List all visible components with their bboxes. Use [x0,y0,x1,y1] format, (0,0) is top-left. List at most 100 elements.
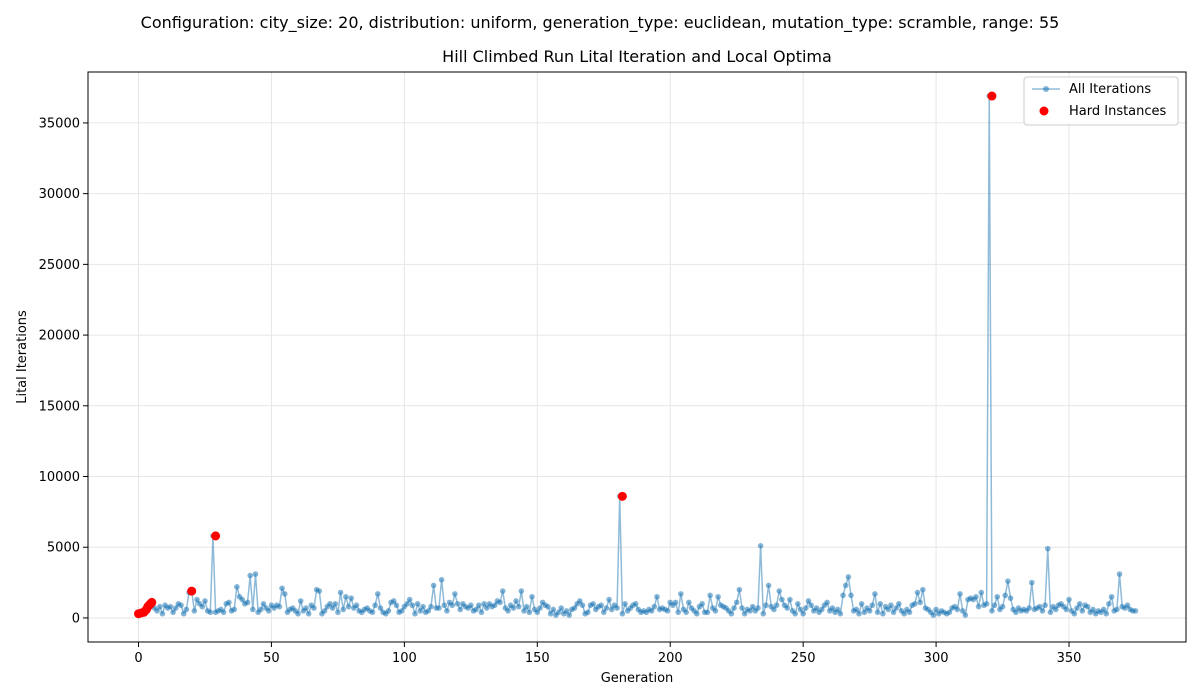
all-iterations-point [545,603,551,610]
all-iterations-point [648,608,655,614]
all-iterations-point [856,610,862,617]
all-iterations-point [834,606,841,613]
all-iterations-point [521,608,527,614]
all-iterations-point [178,602,184,609]
all-iterations-point [1066,596,1072,603]
all-iterations-point [327,601,333,607]
legend: All Iterations Hard Instances [1023,76,1179,126]
all-iterations-point [608,606,615,613]
all-iterations-point [771,606,777,613]
all-iterations-point [1124,602,1131,609]
all-iterations-point [893,605,900,611]
all-iterations-point [499,588,506,594]
all-iterations-point [436,605,442,611]
all-iterations-point [962,612,969,618]
all-iterations-point [946,609,953,616]
all-iterations-point [579,602,586,609]
all-iterations-point [343,593,349,600]
all-iterations-point [505,608,511,614]
all-iterations-point [202,598,208,604]
all-iterations-point [872,591,878,597]
all-iterations-point [991,602,998,609]
all-iterations-point [476,602,482,609]
all-iterations-point [861,609,868,616]
all-iterations-point [614,605,620,611]
y-tick-label: 10000 [39,470,80,485]
all-iterations-point [877,601,884,607]
all-iterations-point [390,598,397,604]
all-iterations-point [933,606,939,613]
all-iterations-point [329,605,336,611]
all-iterations-point [619,610,626,617]
all-iterations-point [1039,608,1046,614]
all-iterations-point [1084,603,1091,610]
all-iterations-point [914,589,921,596]
all-iterations-point [305,610,312,617]
all-iterations-point [231,606,238,613]
all-iterations-point [1071,610,1078,617]
all-iterations-point [281,591,288,597]
all-iterations-point [404,601,410,607]
all-iterations-point [888,602,894,609]
all-iterations-point [874,609,881,616]
all-iterations-point [526,609,533,616]
all-iterations-point [369,609,376,616]
all-iterations-point [896,601,902,607]
y-tick-label: 15000 [39,399,80,414]
all-iterations-point [1074,605,1080,611]
y-tick-label: 30000 [39,187,80,202]
plot-frame [87,71,1187,643]
all-iterations-point [853,606,860,613]
all-iterations-point [247,572,253,579]
all-iterations-point [515,603,522,610]
all-iterations-point [481,601,487,607]
all-iterations-point [598,602,604,609]
all-iterations-point [398,608,405,614]
all-iterations-point [295,610,301,617]
all-iterations-point [792,610,798,617]
all-iterations-point [757,543,764,549]
all-iterations-point [409,602,416,609]
all-iterations-point [787,596,793,603]
all-iterations-point [845,574,852,580]
y-axis-label: Lital Iterations [15,310,30,404]
all-iterations-point [170,609,176,616]
all-iterations-point [1029,579,1035,586]
y-tick-label: 5000 [47,541,80,556]
x-tick-label: 250 [791,651,816,666]
all-iterations-point [906,609,913,616]
all-iterations-point [449,602,456,609]
grid [88,72,1186,642]
all-iterations-point [260,601,267,607]
all-iterations-point [747,608,753,614]
chart-title: Hill Climbed Run Lital Iteration and Loc… [442,47,832,66]
all-iterations-point [1103,610,1110,617]
all-iterations-point [994,593,1001,600]
all-iterations-point [457,606,464,613]
all-iterations-point [1047,609,1054,616]
all-iterations-point [414,601,421,607]
all-iterations-point [1036,603,1043,610]
x-axis: 0 50 100 150 200 250 300 350 [134,642,1081,666]
all-iterations-point [1114,606,1120,613]
all-iterations-point [417,608,424,614]
hard-instance-point [147,597,157,607]
all-iterations-point [154,608,160,614]
all-iterations-point [885,606,892,613]
all-iterations-point [975,603,982,610]
all-iterations-point [194,596,200,603]
all-iterations-point [622,601,628,607]
all-iterations-point [374,591,381,597]
all-iterations-point [577,598,583,604]
all-iterations-point [430,582,437,589]
all-iterations-point [1052,606,1059,613]
all-iterations-point [672,599,679,606]
y-tick-label: 0 [72,611,80,626]
all-iterations-point [377,605,384,611]
all-iterations-point [978,589,985,596]
x-tick-label: 100 [392,651,417,666]
all-iterations-point [441,602,448,609]
all-iterations-point [279,585,285,592]
hard-instance-point [211,531,221,541]
all-iterations-point [244,599,251,606]
